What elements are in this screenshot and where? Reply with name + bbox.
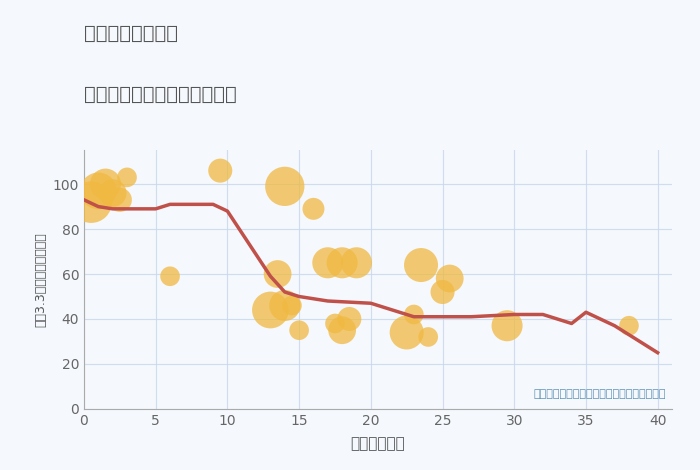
Point bbox=[85, 198, 97, 206]
Point bbox=[114, 196, 125, 204]
Point bbox=[330, 320, 341, 327]
Point bbox=[322, 259, 333, 266]
Point bbox=[92, 187, 104, 195]
Point bbox=[444, 275, 455, 282]
Point bbox=[272, 270, 284, 278]
Point bbox=[344, 315, 355, 323]
Text: 千葉県市原市栢橋: 千葉県市原市栢橋 bbox=[84, 24, 178, 42]
Point bbox=[408, 311, 419, 318]
Y-axis label: 坪（3.3㎡）単価（万円）: 坪（3.3㎡）単価（万円） bbox=[34, 232, 47, 327]
Point bbox=[308, 205, 319, 212]
Point bbox=[286, 302, 297, 309]
Point bbox=[279, 183, 290, 190]
Point bbox=[351, 259, 362, 266]
Point bbox=[100, 180, 111, 188]
Point bbox=[121, 173, 132, 181]
Point bbox=[337, 259, 348, 266]
Point bbox=[279, 302, 290, 309]
Text: 円の大きさは、取引のあった物件面積を示す: 円の大きさは、取引のあった物件面積を示す bbox=[533, 389, 666, 399]
X-axis label: 築年数（年）: 築年数（年） bbox=[351, 436, 405, 451]
Point bbox=[437, 288, 448, 296]
Text: 築年数別中古マンション価格: 築年数別中古マンション価格 bbox=[84, 85, 237, 103]
Point bbox=[401, 329, 412, 336]
Point bbox=[501, 322, 512, 329]
Point bbox=[293, 327, 304, 334]
Point bbox=[215, 167, 226, 174]
Point bbox=[624, 322, 635, 329]
Point bbox=[415, 261, 426, 269]
Point bbox=[107, 189, 118, 197]
Point bbox=[337, 327, 348, 334]
Point bbox=[423, 333, 434, 341]
Point bbox=[265, 306, 276, 314]
Point bbox=[164, 273, 176, 280]
